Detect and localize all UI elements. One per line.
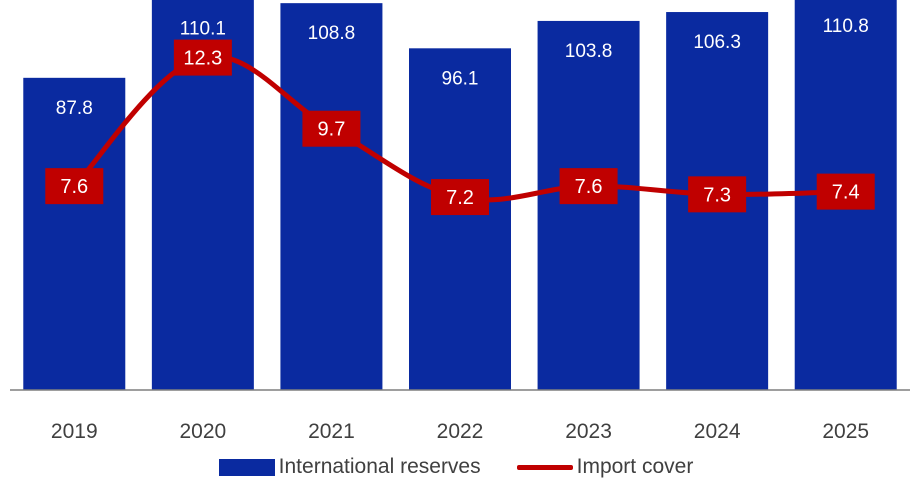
bar-2022 bbox=[409, 48, 511, 391]
import-cover-label-box bbox=[559, 168, 618, 205]
import-cover-label: 7.6 bbox=[575, 176, 603, 198]
import-cover-label: 9.7 bbox=[318, 119, 346, 141]
import-cover-label-box bbox=[45, 168, 104, 205]
import-cover-label: 7.2 bbox=[446, 187, 474, 209]
bar-2019 bbox=[23, 77, 126, 391]
import-cover-point-2021: 9.7 bbox=[302, 110, 361, 147]
bar-label-2024: 106.3 bbox=[693, 32, 741, 53]
legend: International reserves Import cover bbox=[0, 450, 912, 484]
import-cover-label: 7.4 bbox=[832, 182, 860, 204]
bar-2023 bbox=[537, 20, 640, 391]
x-tick-label-2025: 2025 bbox=[822, 420, 869, 443]
import-cover-label-box bbox=[431, 179, 489, 216]
import-cover-labels-layer: 7.6 12.3 9.7 7.2 7.6 7.3 7.4 bbox=[45, 39, 875, 216]
x-axis-tick-labels: 2019 2020 2021 2022 2023 2024 2025 bbox=[51, 420, 869, 443]
import-cover-label: 7.3 bbox=[703, 184, 731, 206]
import-cover-label-box bbox=[302, 110, 361, 147]
import-cover-point-2024: 7.3 bbox=[688, 176, 747, 213]
legend-item-international-reserves: International reserves bbox=[218, 455, 481, 479]
x-tick-label-2022: 2022 bbox=[437, 420, 484, 443]
bar-label-2025: 110.8 bbox=[823, 16, 869, 37]
import-cover-point-2022: 7.2 bbox=[431, 179, 489, 216]
legend-label-import-cover: Import cover bbox=[576, 455, 694, 478]
import-cover-label-box bbox=[688, 176, 747, 213]
import-cover-label: 12.3 bbox=[183, 48, 222, 70]
bar-2021 bbox=[280, 3, 383, 391]
x-tick-label-2021: 2021 bbox=[308, 420, 355, 443]
import-cover-point-2019: 7.6 bbox=[45, 168, 104, 205]
bar-label-2022: 96.1 bbox=[442, 68, 479, 89]
bar-label-2021: 108.8 bbox=[308, 23, 356, 44]
legend-item-import-cover: Import cover bbox=[516, 455, 694, 479]
import-cover-label: 7.6 bbox=[60, 176, 88, 198]
x-tick-label-2019: 2019 bbox=[51, 420, 98, 443]
legend-swatch-line bbox=[516, 464, 573, 470]
bar-label-2023: 103.8 bbox=[565, 41, 613, 62]
x-tick-label-2023: 2023 bbox=[565, 420, 612, 443]
x-tick-label-2020: 2020 bbox=[179, 420, 226, 443]
import-cover-label-box bbox=[173, 39, 232, 76]
legend-swatch-bar bbox=[218, 458, 275, 476]
bar-label-2019: 87.8 bbox=[56, 98, 93, 119]
bar-labels-layer: 87.8 110.1 108.8 96.1 103.8 106.3 110.8 bbox=[56, 16, 869, 119]
x-tick-label-2024: 2024 bbox=[694, 420, 741, 443]
legend-label-international-reserves: International reserves bbox=[278, 455, 481, 478]
bar-label-2020: 110.1 bbox=[180, 19, 226, 40]
import-cover-point-2025: 7.4 bbox=[816, 173, 875, 210]
import-cover-point-2020: 12.3 bbox=[173, 39, 232, 76]
import-cover-label-box bbox=[816, 173, 875, 210]
import-cover-point-2023: 7.6 bbox=[559, 168, 618, 205]
